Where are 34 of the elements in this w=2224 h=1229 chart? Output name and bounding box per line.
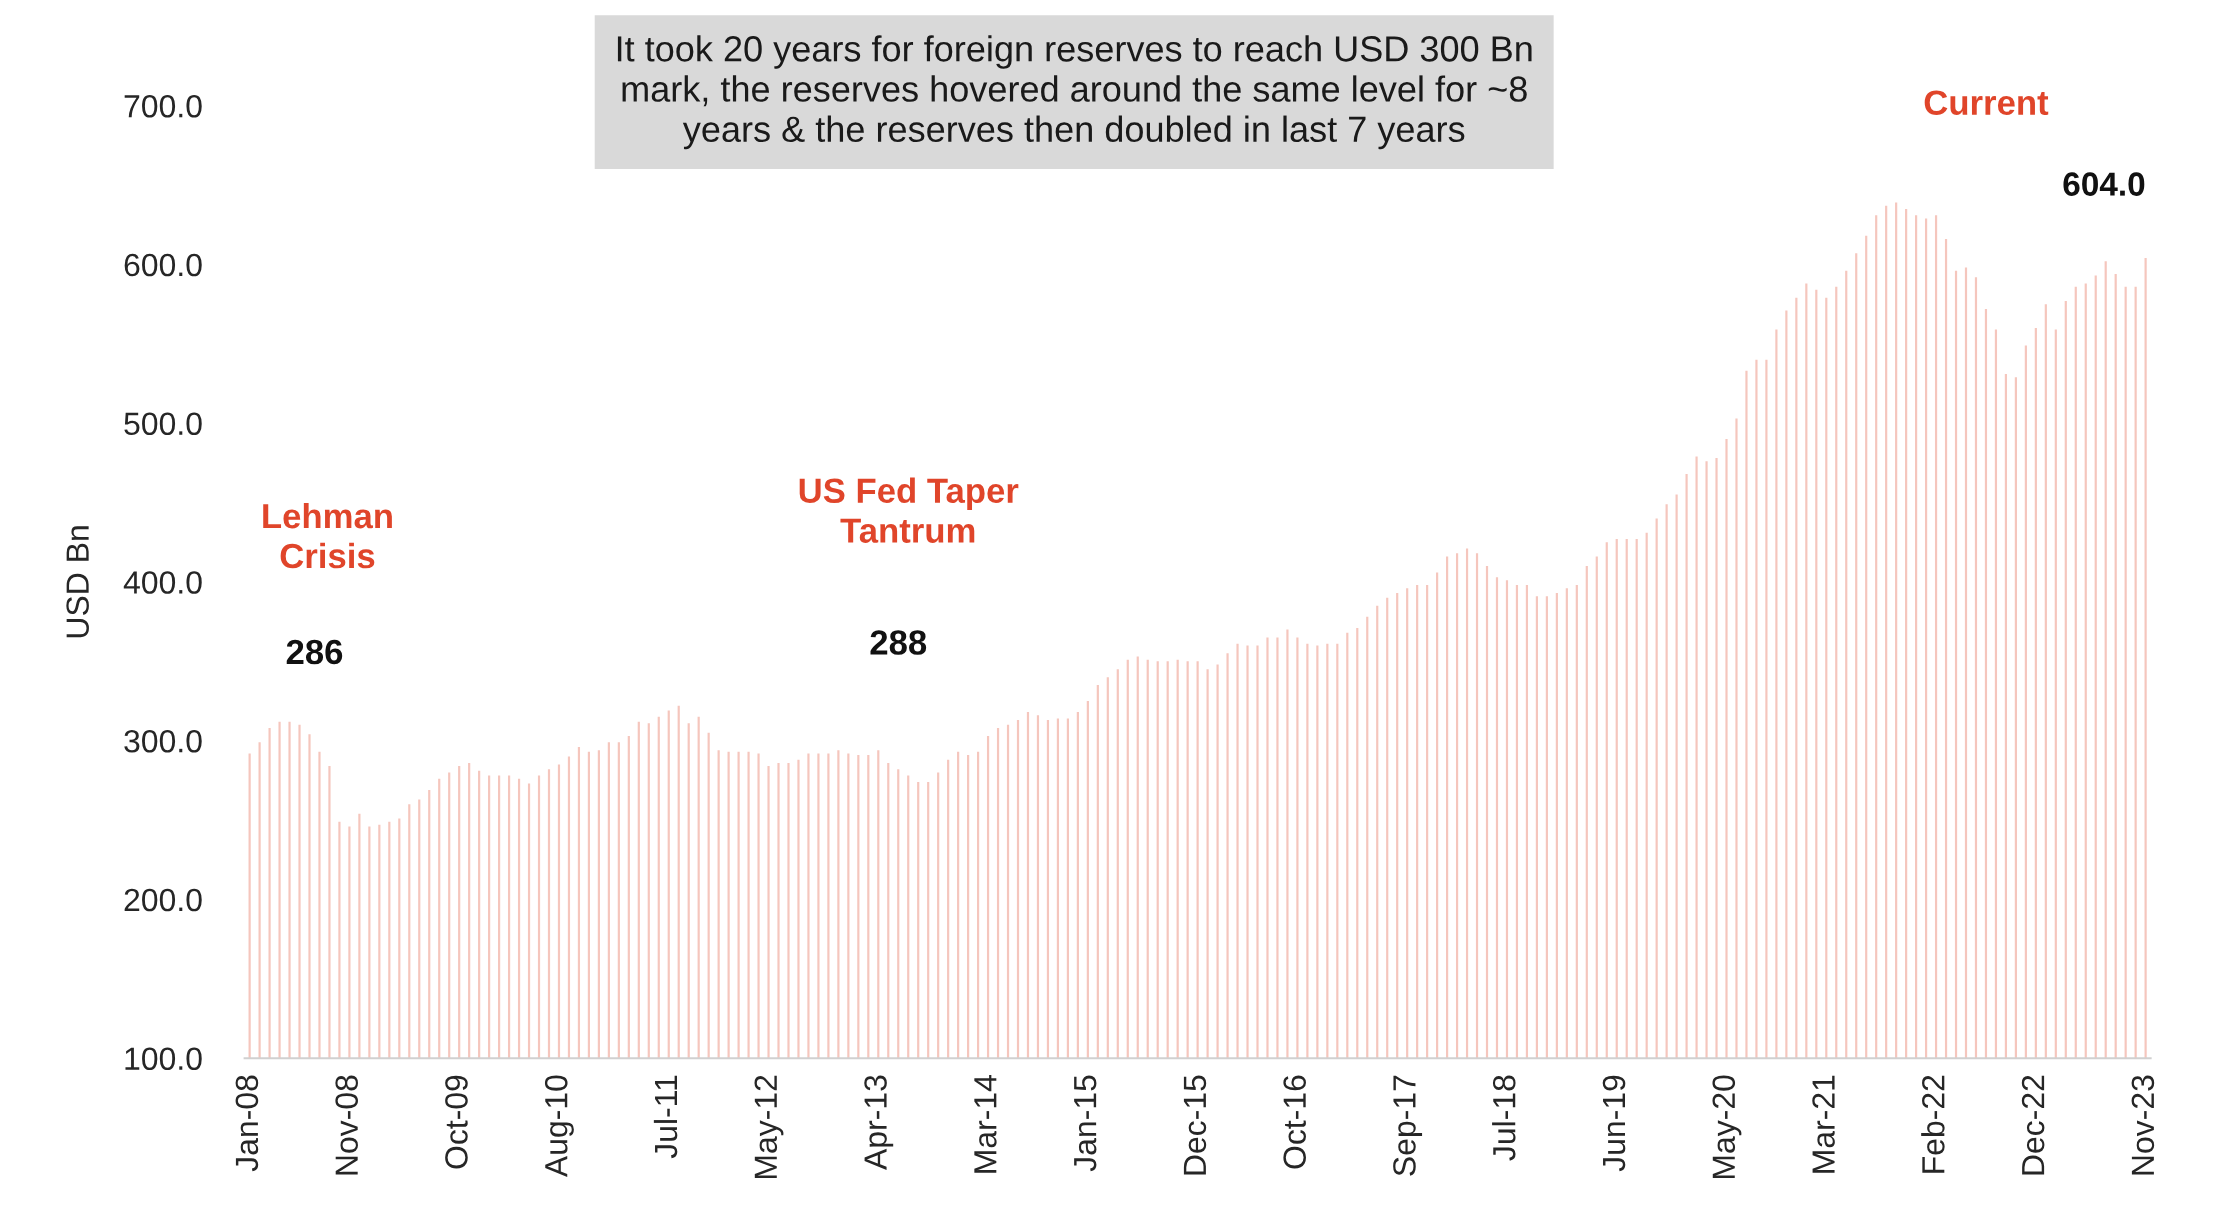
x-tick-label: Sep-17 bbox=[1393, 1075, 1423, 1176]
x-tick-label: Jul-18 bbox=[1492, 1075, 1516, 1161]
annotation: Lehman Crisis bbox=[263, 502, 392, 569]
x-tick-label: Mar-21 bbox=[1812, 1075, 1835, 1173]
x-tick-label: Oct-16 bbox=[1283, 1075, 1306, 1169]
x-tick-label: Jan-15 bbox=[1074, 1075, 1097, 1172]
x-tick-label: Jul-11 bbox=[653, 1075, 678, 1159]
annotation: Current bbox=[1924, 90, 2049, 116]
y-tick-label: 100.0 bbox=[125, 1047, 202, 1071]
x-tick-label: May-12 bbox=[754, 1075, 784, 1179]
x-tick-label: Jan-08 bbox=[235, 1075, 259, 1172]
y-tick-label: 500.0 bbox=[124, 412, 202, 436]
annotation: US Fed Taper Tantrum bbox=[799, 477, 1019, 543]
annotation: 286 bbox=[286, 639, 343, 665]
y-tick-label: 300.0 bbox=[124, 729, 202, 753]
annotation: 288 bbox=[870, 630, 927, 655]
chart-title: It took 20 years for foreign reserves to reach USD 300 Bn mark, the reserves hovered around the same level for ~8 years & the reserves then doubled in last 7 years bbox=[617, 35, 1532, 150]
annotation: 604.0 bbox=[2063, 172, 2145, 196]
x-tick-label: Mar-14 bbox=[974, 1075, 997, 1173]
y-tick-label: 600.0 bbox=[124, 253, 202, 277]
y-tick-label: 700.0 bbox=[124, 94, 202, 118]
x-tick-label: Nov-08 bbox=[335, 1075, 358, 1175]
y-tick-label: 400.0 bbox=[123, 571, 202, 594]
y-tick-label: 200.0 bbox=[124, 888, 202, 912]
x-tick-label: Apr-13 bbox=[864, 1075, 894, 1170]
x-tick-label: Dec-22 bbox=[2021, 1075, 2045, 1175]
x-tick-label: Oct-09 bbox=[445, 1075, 468, 1169]
x-tick-label: Jun-19 bbox=[1602, 1075, 1626, 1172]
x-tick-label: May-20 bbox=[1712, 1075, 1742, 1179]
x-tick-label: Dec-15 bbox=[1183, 1075, 1207, 1175]
x-tick-label: Nov-23 bbox=[2131, 1075, 2155, 1175]
y-axis-title: USD Bn bbox=[66, 526, 89, 638]
x-tick-label: Feb-22 bbox=[1921, 1075, 1945, 1173]
x-tick-label: Aug-10 bbox=[544, 1075, 574, 1178]
